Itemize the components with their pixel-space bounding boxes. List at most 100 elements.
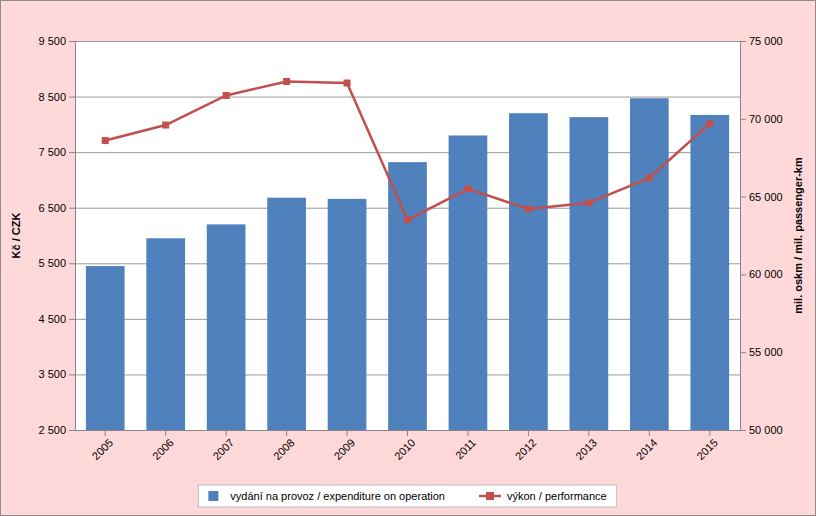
grid	[75, 42, 740, 431]
tick: 2012	[513, 430, 539, 462]
tick: 60 000	[740, 268, 783, 280]
tick-label: 4 500	[38, 313, 66, 325]
legend: vydání na provoz / expenditure on operat…	[198, 485, 616, 507]
tick-label: 6 500	[38, 202, 66, 214]
y2-axis: 50 00055 00060 00065 00070 00075 000	[740, 35, 783, 436]
line	[105, 81, 710, 219]
tick-label: 2012	[513, 436, 539, 462]
chart: 2 500 3 500 4 500 5 500 6 500 7 500 8 500 9 500…	[0, 0, 816, 516]
tick: 2008	[271, 430, 297, 462]
tick-mark	[467, 430, 468, 436]
bar-series	[86, 98, 729, 430]
marker	[344, 80, 351, 87]
tick-mark	[69, 430, 75, 431]
bar	[570, 117, 609, 430]
tick: 2011	[453, 430, 478, 462]
marker	[102, 137, 109, 144]
tick-mark	[165, 430, 166, 436]
marker	[464, 185, 471, 192]
y2-axis-title: mil. oskm / mil. passenger-km	[792, 157, 804, 314]
tick: 2 500	[38, 424, 75, 436]
y-axis: 2 500 3 500 4 500 5 500 6 500 7 500 8 500 9 500	[38, 35, 75, 436]
bar	[146, 238, 185, 430]
tick: 2005	[90, 430, 116, 462]
tick: 8 500	[38, 91, 75, 103]
bar	[449, 135, 488, 430]
tick-mark	[407, 430, 408, 436]
tick: 5 500	[38, 257, 75, 269]
tick-mark	[286, 430, 287, 436]
legend-label: vydání na provoz / expenditure on operat…	[230, 490, 445, 502]
axis-line	[740, 42, 741, 431]
tick: 2010	[392, 430, 418, 462]
marker	[706, 120, 713, 127]
tick: 2007	[210, 430, 236, 462]
tick: 2015	[694, 430, 720, 462]
tick-mark	[69, 208, 75, 209]
tick: 2013	[573, 430, 599, 462]
tick-mark	[740, 197, 746, 198]
tick-mark	[69, 319, 75, 320]
tick-label: 5 500	[38, 257, 66, 269]
tick-label: 60 000	[749, 268, 783, 280]
tick-label: 9 500	[38, 35, 66, 47]
bar	[267, 198, 306, 430]
tick-label: 7 500	[38, 146, 66, 158]
legend-swatch	[208, 491, 218, 501]
tick-mark	[709, 430, 710, 436]
legend-marker	[486, 492, 494, 500]
legend-item: výkon / performance	[479, 490, 607, 502]
tick-mark	[528, 430, 529, 436]
tick: 7 500	[38, 146, 75, 158]
tick: 2014	[634, 430, 660, 462]
tick-label: 2014	[634, 436, 660, 462]
tick-mark	[105, 430, 106, 436]
tick-mark	[226, 430, 227, 436]
bar	[328, 199, 367, 430]
tick-mark	[69, 263, 75, 264]
tick-label: 2006	[150, 436, 176, 462]
plot-area	[86, 78, 729, 430]
tick-label: 2015	[694, 436, 720, 462]
tick-label: 2009	[331, 436, 357, 462]
tick-label: 65 000	[749, 191, 783, 203]
tick-label: 2005	[90, 436, 116, 462]
tick-mark	[740, 41, 746, 42]
grid-line	[75, 97, 740, 98]
marker	[525, 206, 532, 213]
legend-box	[198, 485, 616, 507]
axis-line	[75, 42, 76, 431]
chart-background	[1, 1, 816, 516]
legend-label: výkon / performance	[507, 490, 607, 502]
legend-item: vydání na provoz / expenditure on operat…	[208, 490, 445, 502]
tick-label: 75 000	[749, 35, 783, 47]
tick: 70 000	[740, 113, 783, 125]
tick: 2006	[150, 430, 176, 462]
tick-mark	[740, 119, 746, 120]
tick-label: 55 000	[749, 346, 783, 358]
marker	[223, 92, 230, 99]
tick: 2009	[331, 430, 357, 462]
x-axis: 2005 2006 2007 2008 2009 2010 2011 2012 2013 2014…	[76, 430, 741, 462]
marker	[162, 122, 169, 129]
y-axis-title: Kč / CZK	[10, 213, 22, 259]
markers	[102, 78, 714, 223]
tick-mark	[740, 274, 746, 275]
tick-mark	[69, 97, 75, 98]
tick-label: 3 500	[38, 368, 66, 380]
tick-mark	[588, 430, 589, 436]
tick: 4 500	[38, 313, 75, 325]
tick-label: 2010	[392, 436, 418, 462]
grid-line	[75, 41, 740, 42]
tick-mark	[69, 374, 75, 375]
bar	[207, 224, 246, 430]
marker	[283, 78, 290, 85]
tick-label: 2 500	[38, 424, 66, 436]
tick: 55 000	[740, 346, 783, 358]
tick-mark	[347, 430, 348, 436]
tick: 3 500	[38, 368, 75, 380]
marker	[646, 174, 653, 181]
tick-label: 2007	[210, 436, 236, 462]
tick-mark	[740, 352, 746, 353]
tick-label: 2013	[573, 436, 599, 462]
